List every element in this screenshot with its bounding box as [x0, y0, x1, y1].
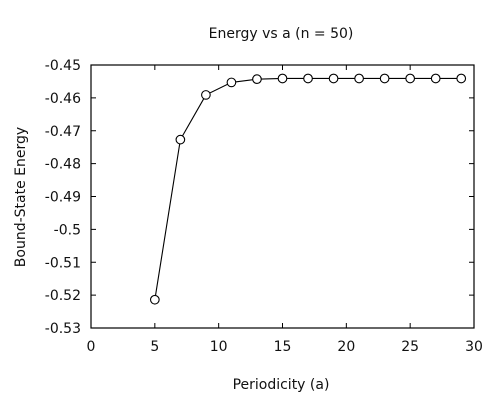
chart-title: Energy vs a (n = 50): [209, 26, 354, 42]
y-axis-label: Bound-State Energy: [13, 127, 29, 267]
plot-frame: [90, 64, 475, 329]
series-line: [154, 77, 462, 300]
y-tick-label: -0.51: [45, 255, 81, 271]
x-tick-label: 10: [210, 339, 228, 355]
data-point: [226, 77, 237, 88]
y-tick-label: -0.46: [45, 91, 81, 107]
data-point: [149, 294, 160, 305]
series-group: [149, 73, 467, 305]
y-tick-label: -0.45: [45, 58, 81, 74]
data-point: [354, 73, 364, 84]
x-tick-label: 25: [401, 339, 419, 355]
y-tick-label: -0.5: [54, 222, 81, 238]
y-tick-label: -0.49: [45, 190, 81, 206]
y-tick-label: -0.52: [45, 288, 81, 304]
data-point: [456, 73, 467, 84]
data-point: [405, 73, 416, 84]
data-point: [252, 74, 262, 84]
x-tick-label: 20: [337, 339, 355, 355]
x-tick-label: 5: [150, 339, 159, 355]
x-tick-label: 15: [274, 339, 292, 355]
y-tick-label: -0.53: [45, 321, 81, 337]
data-point: [303, 73, 313, 84]
data-point: [430, 73, 441, 84]
x-tick-label: 0: [87, 339, 96, 355]
y-tick-label: -0.47: [45, 124, 81, 140]
data-point: [277, 73, 288, 84]
data-point: [175, 134, 186, 145]
y-tick-label: -0.48: [45, 157, 81, 173]
data-point: [379, 73, 390, 84]
x-axis-label: Periodicity (a): [233, 377, 330, 393]
ticks-group: 0 5 10 15 20 25 30 -0.45 -0.46 -0.47 -0.48 -0.49 -0.…: [45, 58, 483, 355]
data-point: [328, 73, 339, 84]
x-tick-label: 30: [465, 339, 483, 355]
data-point: [201, 90, 211, 100]
